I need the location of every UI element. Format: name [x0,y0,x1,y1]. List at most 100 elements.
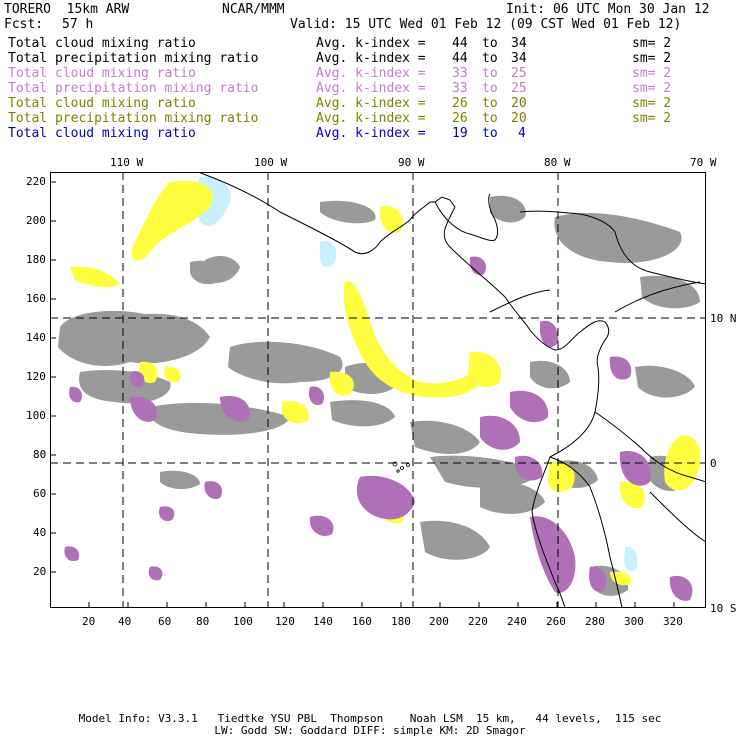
cloud-area [190,260,223,285]
grid-lines [50,172,706,608]
y-tick-label: 100 [26,409,46,422]
legend-kindex: Avg. k-index = [316,51,426,66]
precip-area [164,366,181,383]
legend-field: Total precipitation mixing ratio [8,81,259,96]
precip-area [220,395,250,422]
purple-areas [64,256,693,601]
x-tick-label: 100 [233,615,253,628]
precip-area [589,566,607,592]
y-tick-label: 80 [33,448,47,461]
organization: NCAR/MMM [222,2,285,17]
legend-kindex: Avg. k-index = [316,126,426,141]
cloud-area [160,470,200,490]
tick-marks [50,181,675,608]
legend-to: 20 [511,96,527,111]
ice-area [624,546,638,572]
model-title: TORERO 15km ARW [4,2,130,17]
cloud-area [480,480,545,514]
x-tick-label: 320 [663,615,683,628]
coastline [434,193,499,241]
legend-from: 33 [452,81,468,96]
legend-field: Total cloud mixing ratio [8,36,196,51]
y-tick-label: 160 [26,292,46,305]
precip-area [469,256,487,276]
lon-label: 80 W [544,156,571,169]
legend-from: 33 [452,66,468,81]
cloud-area [640,275,700,309]
legend-sm: sm= 2 [632,96,672,111]
cloud-area [320,200,376,224]
precip-area [609,356,632,380]
lon-label: 90 W [398,156,425,169]
x-tick-label: 300 [624,615,644,628]
lon-label: 100 W [254,156,288,169]
cloud-area [410,420,480,454]
legend-to-word: to [482,66,498,81]
x-tick-label: 20 [82,615,96,628]
precip-area [540,320,559,348]
lat-label: 10 S [710,602,737,615]
precip-area [510,390,549,423]
legend-to: 4 [518,126,526,141]
precip-area [129,371,145,388]
gray-cloud-areas [58,195,700,596]
cloud-area [149,402,290,435]
y-tick-label: 120 [26,370,46,383]
legend-to-word: to [482,111,498,126]
precip-area [669,575,693,601]
island [392,461,398,467]
x-tick-label: 120 [275,615,295,628]
legend-to: 34 [511,36,527,51]
legend-field: Total cloud mixing ratio [8,66,196,81]
precip-area [148,566,163,581]
legend-kindex: Avg. k-index = [316,36,426,51]
legend-sm: sm= 2 [632,81,672,96]
legend-from: 19 [452,126,468,141]
legend-from: 26 [452,111,468,126]
legend-sm: sm= 2 [632,111,672,126]
x-tick-label: 220 [468,615,488,628]
ice-area [319,240,337,268]
init-time: Init: 06 UTC Mon 30 Jan 12 [506,2,710,17]
x-tick-label: 240 [507,615,527,628]
x-tick-label: 60 [158,615,172,628]
legend-from: 26 [452,96,468,111]
cloud-area [420,520,490,560]
legend-kindex: Avg. k-index = [316,81,426,96]
legend-to-word: to [482,96,498,111]
precip-area [530,516,576,593]
precip-area [610,571,632,586]
precip-area [619,481,645,509]
precip-area [282,401,309,424]
legend-kindex: Avg. k-index = [316,96,426,111]
coastlines [197,172,706,608]
legend-to: 34 [511,51,527,66]
precip-area [329,371,354,396]
legend-to-word: to [482,36,498,51]
valid-time: Valid: 15 UTC Wed 01 Feb 12 (09 CST Wed … [290,17,682,32]
cloud-area [58,310,210,367]
x-tick-label: 180 [391,615,411,628]
island [406,463,410,467]
legend-from: 44 [452,36,468,51]
legend-kindex: Avg. k-index = [316,66,426,81]
cloud-area [330,400,395,427]
cloud-area [554,212,682,263]
x-tick-label: 80 [196,615,210,628]
header: TORERO 15km ARW NCAR/MMM Init: 06 UTC Mo… [0,0,740,150]
y-tick-label: 40 [33,526,47,539]
map-frame [50,172,706,608]
precip-area [343,280,483,398]
y-tick-label: 140 [26,331,46,344]
precip-area [69,386,82,403]
lon-label: 70 W [690,156,717,169]
precip-area [309,515,334,537]
forecast-hours: 57 h [62,17,94,32]
cloud-area [635,365,695,398]
y-tick-label: 20 [33,565,47,578]
x-tick-label: 40 [118,615,132,628]
legend-to-word: to [482,81,498,96]
x-tick-label: 140 [313,615,333,628]
precip-area [158,506,175,522]
island [396,469,400,473]
